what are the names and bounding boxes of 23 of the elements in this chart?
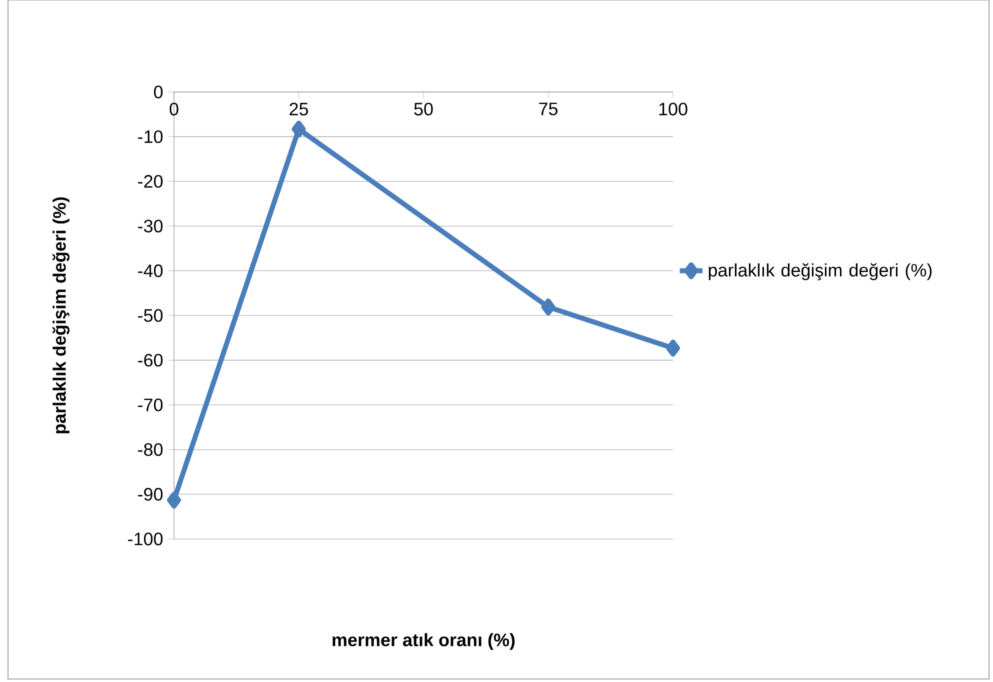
y-tick-label: -50 [138, 309, 163, 322]
x-tick-label: 100 [659, 102, 688, 116]
y-tick-label: -100 [128, 532, 163, 546]
y-tick-label: -40 [138, 264, 163, 278]
y-tick-label: -80 [138, 443, 163, 456]
y-tick-label: 0 [154, 86, 163, 98]
y-tick-label: -70 [138, 398, 163, 412]
point [541, 298, 556, 316]
point [666, 340, 680, 357]
point [292, 120, 306, 138]
x-tick-label: 75 [539, 102, 558, 116]
y-axis-title: parlaklık değişim değeri (%) [52, 197, 70, 434]
x-tick-label: 50 [414, 102, 433, 116]
y-tick-label: -10 [138, 130, 163, 144]
y-tick-label: -60 [138, 354, 163, 367]
y-tick-label: -90 [138, 488, 163, 501]
point [167, 492, 182, 509]
x-tick-label: 25 [290, 102, 308, 116]
legend-label: parlaklık değişim değeri (%) [708, 263, 932, 280]
x-tick-label: 0 [170, 102, 178, 116]
y-tick-label: -30 [138, 220, 163, 232]
x-axis-title: mermer atık oranı (%) [332, 633, 515, 650]
y-tick-label: -20 [138, 175, 163, 188]
